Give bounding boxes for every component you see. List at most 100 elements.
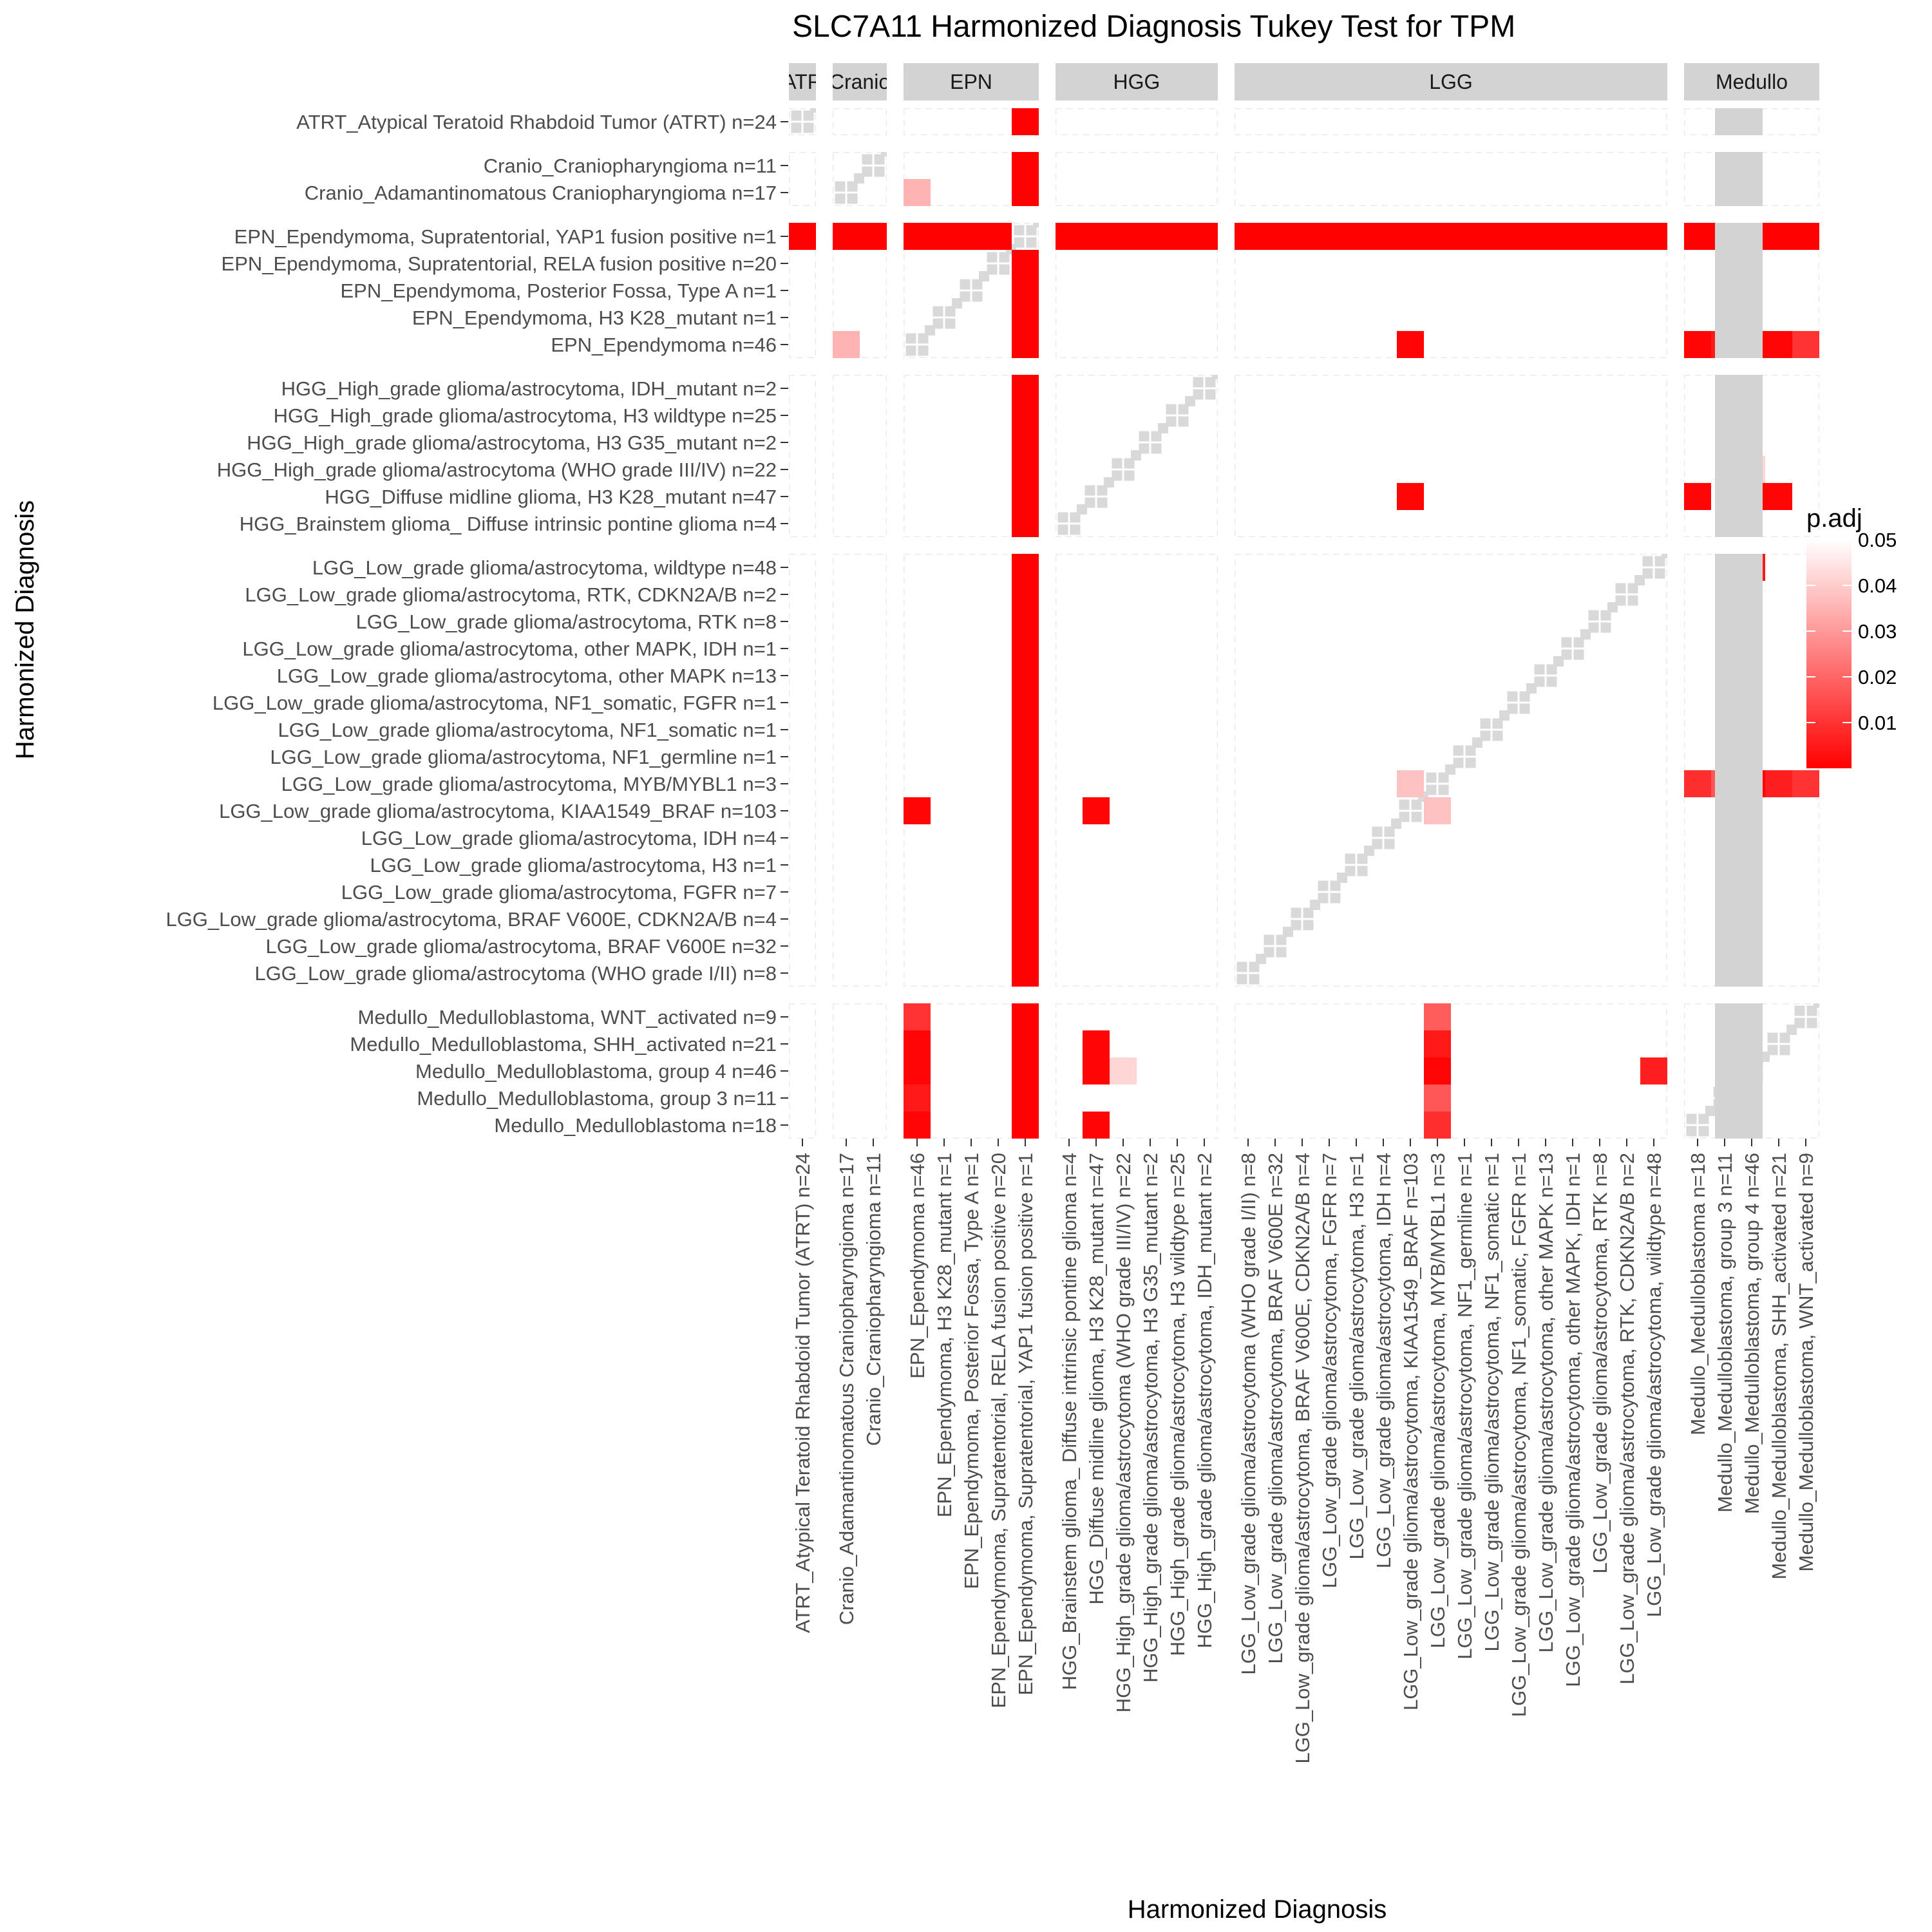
heatmap-cell (1012, 108, 1039, 135)
strip-background (904, 63, 1039, 100)
heatmap-cell (1424, 1057, 1451, 1084)
diagonal-cell (1519, 691, 1530, 702)
heatmap-cell (1262, 223, 1289, 250)
diagonal-cell (1212, 375, 1218, 379)
diagonal-cell (1686, 1113, 1697, 1124)
panel-medullo-hgg (1056, 1003, 1218, 1139)
heatmap-cell (1110, 223, 1137, 250)
diagonal-cell (1480, 730, 1491, 741)
y-tick-label: HGG_High_grade glioma/astrocytoma, IDH_m… (281, 377, 777, 400)
panel-border (833, 375, 887, 537)
diagonal-cell (960, 291, 971, 302)
strip-right-epn: EPN (1715, 223, 1763, 358)
diagonal-cell (1698, 1113, 1709, 1124)
strip-top-lgg: LGG (1235, 63, 1667, 100)
x-tick-label: LGG_Low_grade glioma/astrocytoma, FGFR n… (1318, 1153, 1341, 1588)
heatmap-cell (1164, 223, 1191, 250)
heatmap-cell (1640, 223, 1667, 250)
heatmap-cell (1056, 223, 1083, 250)
panel-atrt-lgg (1235, 108, 1667, 135)
heatmap-cell (1012, 331, 1039, 358)
diagonal-cell (1303, 907, 1314, 918)
heatmap-cell (1012, 375, 1039, 402)
diagonal-cell (810, 108, 816, 113)
panel-atrt-atrt (789, 108, 816, 135)
diagonal-cell (1337, 873, 1347, 883)
panel-border (1056, 152, 1218, 206)
y-tick-label: EPN_Ependymoma, Posterior Fossa, Type A … (341, 279, 777, 302)
x-tick-label: ATRT_Atypical Teratoid Rhabdoid Tumor (A… (791, 1153, 814, 1633)
y-tick-label: LGG_Low_grade glioma/astrocytoma, other … (277, 665, 777, 687)
diagonal-cell (874, 154, 885, 165)
heatmap-cell (904, 1084, 931, 1112)
heatmap-cell (1012, 797, 1039, 824)
diagonal-cell (1492, 718, 1503, 729)
diagonal-cell (1546, 664, 1557, 675)
panel-atrt-epn (904, 108, 1039, 135)
diagonal-cell (1573, 637, 1584, 648)
diagonal-cell (1151, 431, 1162, 442)
panel-border (1056, 108, 1218, 135)
strip-background (789, 63, 816, 100)
diagonal-cell (1345, 853, 1356, 864)
heatmap-cell (789, 223, 816, 250)
strip-top-hgg: HGG (1056, 63, 1218, 100)
x-tick-label: Medullo_Medulloblastoma, group 4 n=46 (1741, 1153, 1763, 1514)
diagonal-cell (1794, 1018, 1805, 1028)
x-tick-label: LGG_Low_grade glioma/astrocytoma, KIAA15… (1399, 1153, 1422, 1710)
panel-cranio-epn (904, 152, 1039, 206)
x-tick-label: Cranio_Craniopharyngioma n=11 (862, 1153, 885, 1446)
y-tick-label: LGG_Low_grade glioma/astrocytoma, MYB/MY… (281, 773, 777, 795)
x-tick-label: EPN_Ependymoma, Posterior Fossa, Type A … (960, 1153, 983, 1589)
panel-medullo-lgg (1235, 1003, 1667, 1139)
panel-lgg-cranio (833, 554, 887, 987)
y-tick-label: HGG_Brainstem glioma_ Diffuse intrinsic … (240, 513, 777, 535)
diagonal-cell (1499, 710, 1510, 721)
legend-title: p.adj (1806, 504, 1862, 533)
y-tick-label: EPN_Ependymoma, Supratentorial, RELA fus… (222, 252, 777, 275)
diagonal-cell (1318, 893, 1329, 904)
heatmap-cell (1012, 402, 1039, 429)
diagonal-cell (1070, 512, 1081, 523)
heatmap-cell (1397, 483, 1424, 510)
diagonal-cell (1615, 583, 1626, 594)
y-tick-label: LGG_Low_grade glioma/astrocytoma, FGFR n… (341, 881, 777, 904)
heatmap-cell (1613, 223, 1640, 250)
x-tick-label: EPN_Ependymoma, Supratentorial, RELA fus… (987, 1153, 1010, 1708)
y-tick-label: LGG_Low_grade glioma/astrocytoma, BRAF V… (265, 935, 777, 958)
heatmap-cell (1424, 223, 1451, 250)
panel-hgg-epn (904, 375, 1039, 537)
y-tick-label: Medullo_Medulloblastoma, SHH_activated n… (350, 1033, 777, 1056)
diagonal-cell (847, 193, 858, 204)
diagonal-cell (1553, 656, 1564, 667)
strip-background (1715, 152, 1763, 206)
diagonal-cell (1391, 819, 1401, 829)
diagonal-cell (1097, 497, 1108, 508)
diagonal-cell (1561, 649, 1572, 660)
heatmap-cell (1012, 608, 1039, 635)
diagonal-cell (1139, 431, 1150, 442)
heatmap-cell (1343, 223, 1370, 250)
heatmap-cell (1012, 743, 1039, 770)
diagonal-cell (1546, 676, 1557, 687)
diagonal-cell (1806, 1005, 1817, 1016)
diagonal-cell (1438, 772, 1449, 783)
heatmap-cell (1424, 1003, 1451, 1030)
diagonal-cell (1057, 524, 1068, 535)
heatmap-cell (1012, 456, 1039, 483)
diagonal-cell (1283, 927, 1293, 937)
diagonal-cell (1767, 1045, 1778, 1056)
diagonal-cell (1345, 866, 1356, 876)
diagonal-cell (1070, 524, 1081, 535)
heatmap-cell (1684, 331, 1711, 358)
x-tick-label: LGG_Low_grade glioma/astrocytoma (WHO gr… (1237, 1153, 1260, 1675)
heatmap-cell (1012, 1057, 1039, 1084)
facet-strips: ATR Cranio EPN HGG LGG Medullo ATR Cranio EPN HGG… (789, 63, 1819, 1139)
diagonal-cell (1634, 575, 1645, 585)
diagonal-cell (1453, 757, 1464, 768)
panel-lgg-lgg (1235, 554, 1667, 987)
diagonal-cell (1166, 416, 1177, 427)
heatmap-cell (1424, 1112, 1451, 1139)
x-tick-label: Medullo_Medulloblastoma, WNT_activated n… (1795, 1153, 1817, 1571)
heatmap-cell (904, 179, 931, 206)
